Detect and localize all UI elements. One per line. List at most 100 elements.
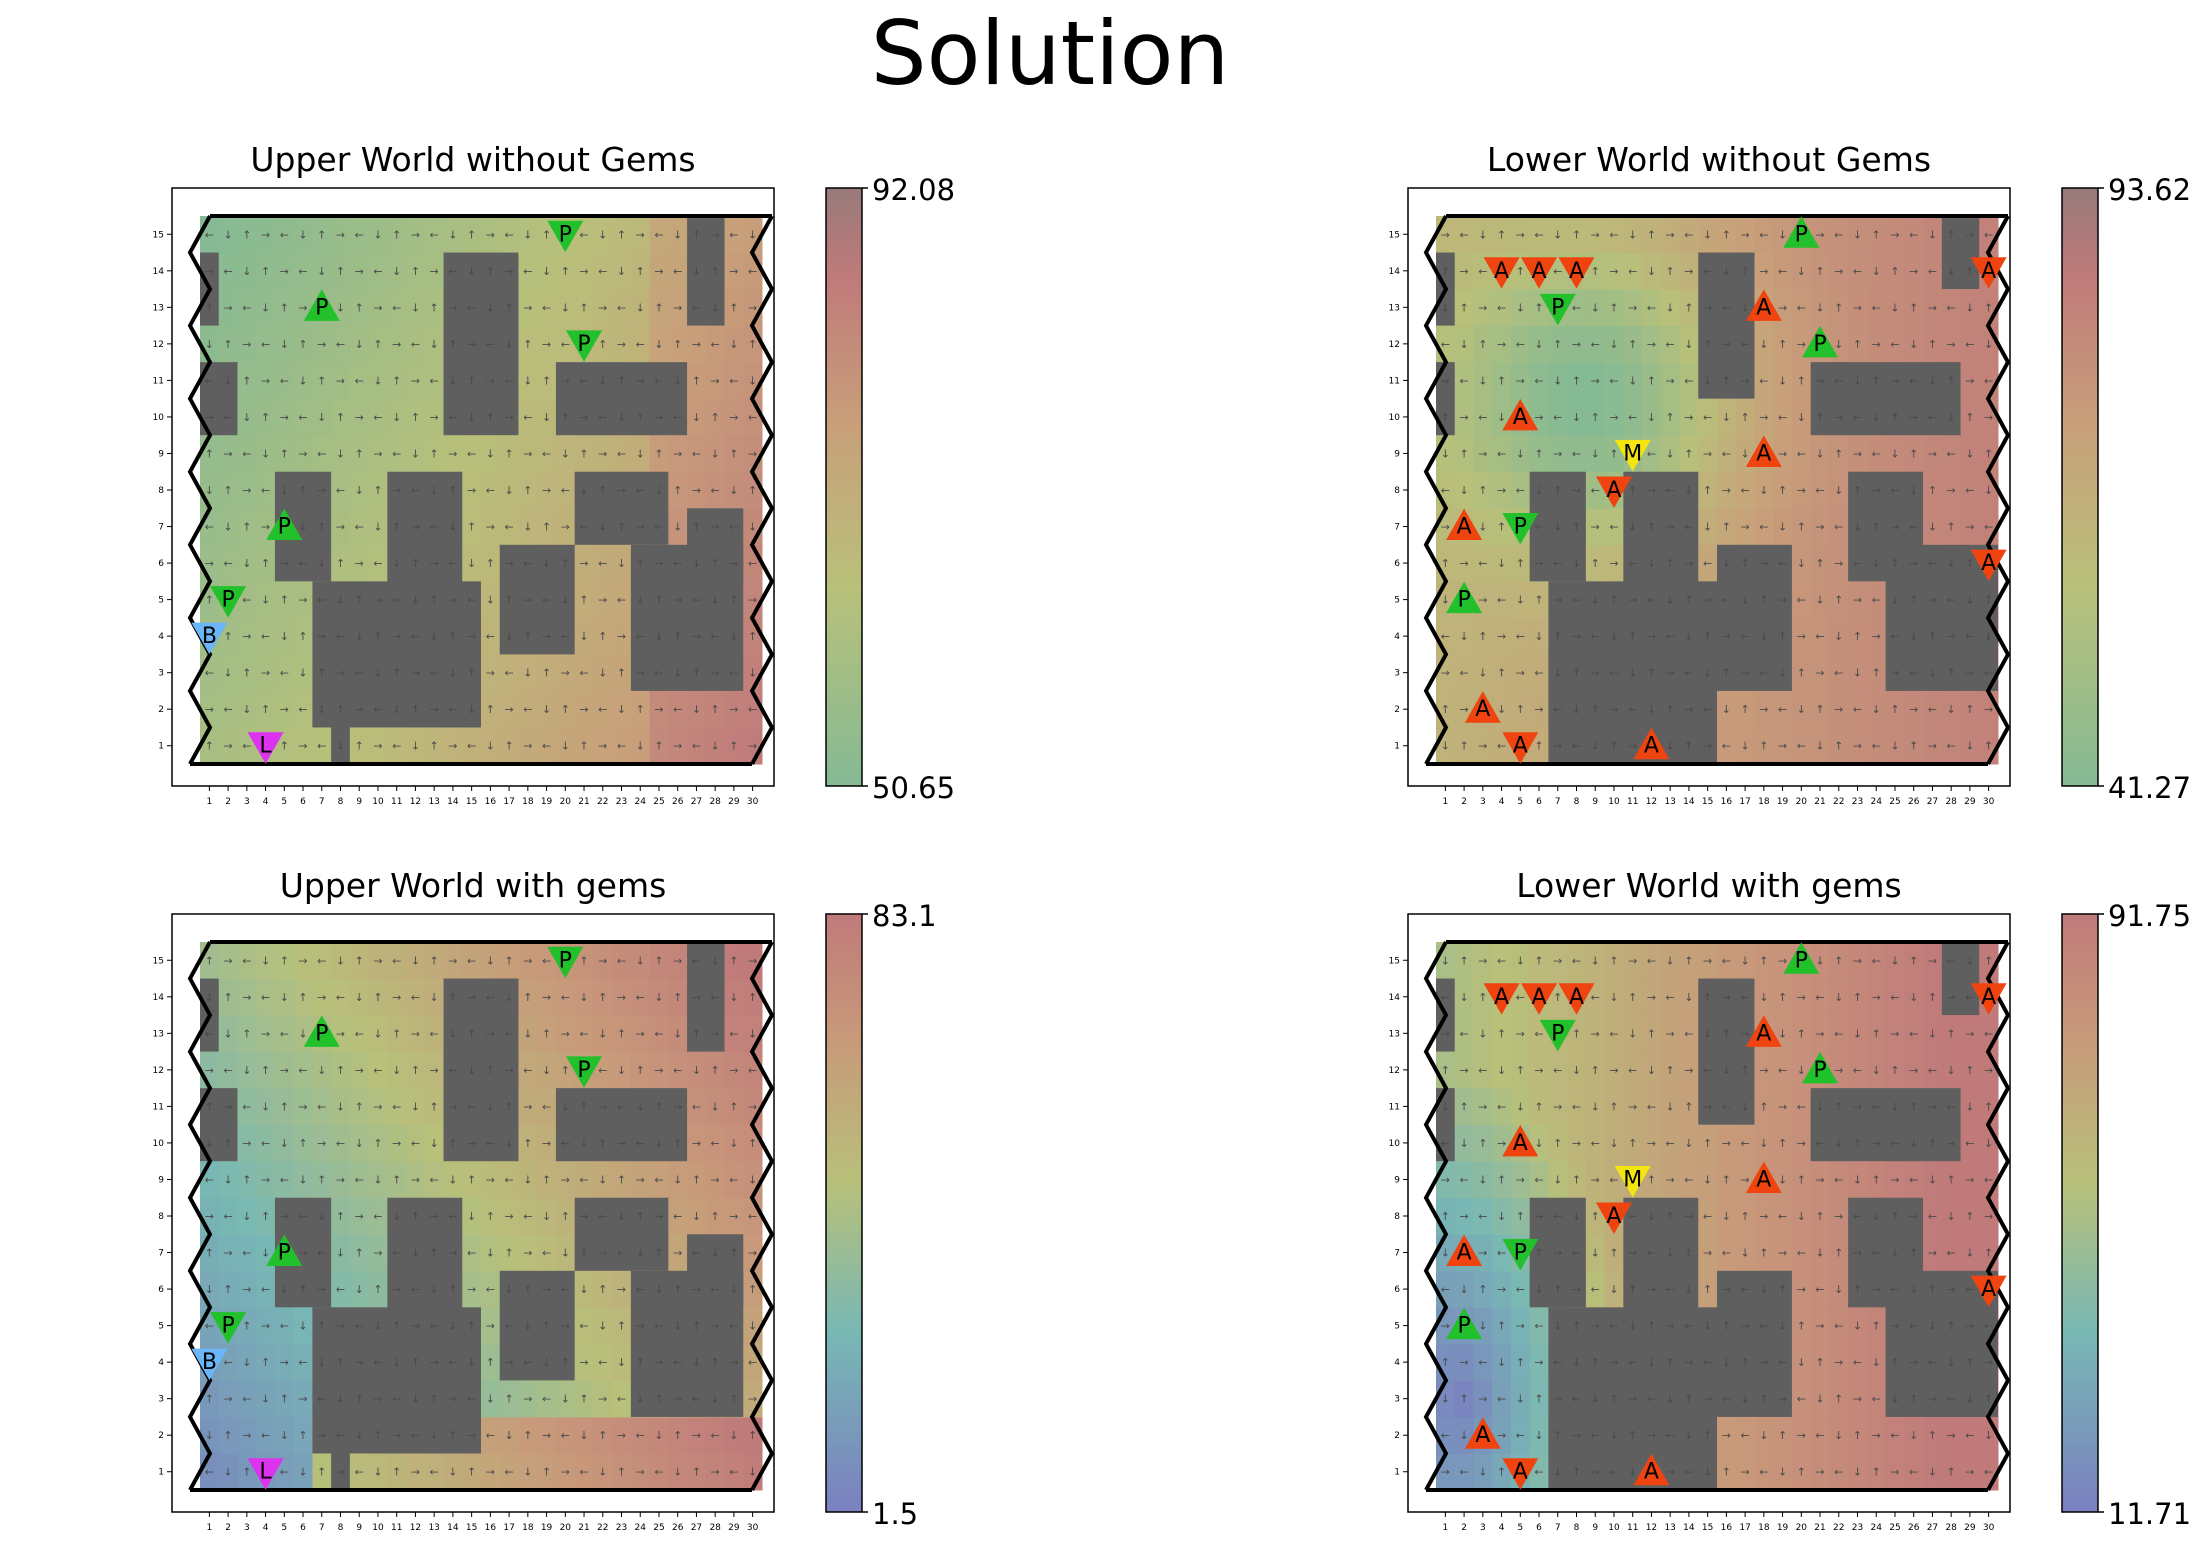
policy-arrow: ↓ (1797, 703, 1806, 716)
y-tick-label: 5 (1394, 1322, 1400, 1332)
policy-arrow: ← (1778, 411, 1787, 424)
heat-cell (705, 727, 726, 765)
policy-arrow: → (523, 1247, 532, 1260)
y-tick-label: 3 (158, 1395, 164, 1405)
heat-cell (237, 362, 257, 400)
policy-arrow: → (205, 265, 214, 278)
policy-arrow: → (1872, 1137, 1881, 1150)
policy-arrow: ← (280, 374, 289, 387)
y-tick-label: 4 (158, 1358, 164, 1368)
policy-arrow: ↓ (1722, 1356, 1731, 1369)
heat-cell (649, 289, 669, 327)
x-tick-label: 20 (1796, 1523, 1808, 1533)
policy-arrow: → (1853, 740, 1862, 753)
policy-arrow: ↓ (1609, 1137, 1618, 1150)
policy-arrow: ← (711, 338, 720, 351)
marker-label: A (1532, 259, 1547, 284)
policy-arrow: ↓ (692, 703, 701, 716)
policy-arrow: ↑ (1666, 411, 1675, 424)
heat-cell (518, 289, 538, 327)
policy-arrow: ← (1984, 667, 1993, 680)
policy-arrow: → (1497, 1429, 1506, 1442)
colorbar (2061, 913, 2099, 1513)
policy-arrow: → (748, 1393, 757, 1406)
policy-arrow: ↓ (1609, 1283, 1618, 1296)
policy-arrow: ↓ (1947, 265, 1956, 278)
policy-arrow: ← (430, 1320, 439, 1333)
policy-arrow: ↑ (373, 1283, 382, 1296)
policy-arrow: ↑ (1722, 374, 1731, 387)
policy-arrow: ← (1759, 1466, 1768, 1479)
policy-arrow: ← (280, 667, 289, 680)
heat-cell (462, 544, 482, 582)
heat-cell (518, 508, 538, 546)
policy-arrow: → (1609, 1064, 1618, 1077)
policy-arrow: ↑ (1534, 954, 1543, 967)
policy-arrow: ↑ (617, 667, 626, 680)
policy-arrow: ← (261, 630, 270, 643)
policy-arrow: ↓ (1928, 1173, 1937, 1186)
y-tick-label: 1 (1394, 1468, 1400, 1478)
policy-arrow: → (411, 667, 420, 680)
policy-arrow: ↓ (1965, 594, 1974, 607)
heat-cell (668, 690, 688, 728)
policy-arrow: ↓ (523, 374, 532, 387)
policy-arrow: ↑ (617, 1027, 626, 1040)
policy-arrow: ↑ (523, 630, 532, 643)
wall-block (555, 1088, 688, 1162)
policy-arrow: ← (1609, 521, 1618, 534)
policy-arrow: ↓ (1647, 703, 1656, 716)
policy-arrow: → (673, 740, 682, 753)
policy-arrow: ↓ (261, 301, 270, 314)
policy-arrow: ↓ (1872, 265, 1881, 278)
policy-arrow: ↓ (298, 1466, 307, 1479)
policy-arrow: ↑ (1909, 447, 1918, 460)
policy-arrow: ← (673, 1356, 682, 1369)
policy-arrow: ↓ (1872, 703, 1881, 716)
policy-arrow: ↑ (1872, 228, 1881, 241)
policy-arrow: ↓ (317, 411, 326, 424)
policy-arrow: ← (1459, 374, 1468, 387)
heat-cell (481, 544, 501, 582)
policy-arrow: ↑ (598, 1283, 607, 1296)
policy-arrow: → (411, 1027, 420, 1040)
x-tick-label: 23 (1852, 797, 1863, 807)
policy-arrow: → (1459, 557, 1468, 570)
policy-arrow: ↑ (1759, 954, 1768, 967)
policy-arrow: ↓ (1534, 1283, 1543, 1296)
heat-cell (555, 508, 576, 546)
policy-arrow: ↓ (617, 411, 626, 424)
policy-arrow: ↓ (1459, 1137, 1468, 1150)
policy-arrow: → (392, 1283, 401, 1296)
policy-arrow: ↑ (261, 1064, 270, 1077)
policy-arrow: → (280, 557, 289, 570)
policy-arrow: ↓ (486, 594, 495, 607)
marker-label: A (1475, 697, 1490, 722)
policy-arrow: ↑ (673, 1429, 682, 1442)
policy-arrow: ↓ (748, 1466, 757, 1479)
x-tick-label: 18 (522, 1523, 534, 1533)
policy-arrow: ↓ (636, 1247, 645, 1260)
policy-arrow: ↑ (317, 667, 326, 680)
policy-arrow: ↓ (654, 1429, 663, 1442)
policy-arrow: → (1965, 1173, 1974, 1186)
policy-arrow: ↓ (504, 1283, 513, 1296)
policy-arrow: → (1703, 301, 1712, 314)
policy-arrow: ↓ (617, 1210, 626, 1223)
policy-arrow: ↑ (486, 1356, 495, 1369)
policy-arrow: ← (1984, 1027, 1993, 1040)
policy-arrow: ← (542, 594, 551, 607)
policy-arrow: ← (636, 1429, 645, 1442)
policy-arrow: → (523, 954, 532, 967)
policy-arrow: ← (1516, 338, 1525, 351)
policy-arrow: ↓ (336, 740, 345, 753)
policy-arrow: ↓ (1740, 740, 1749, 753)
policy-arrow: → (561, 1466, 570, 1479)
x-tick-label: 16 (485, 797, 497, 807)
x-tick-label: 11 (391, 1523, 402, 1533)
policy-arrow: → (1984, 1064, 1993, 1077)
policy-arrow: ↓ (1497, 557, 1506, 570)
policy-arrow: ↑ (1815, 557, 1824, 570)
heat-cell (630, 727, 651, 765)
policy-arrow: ← (1666, 338, 1675, 351)
